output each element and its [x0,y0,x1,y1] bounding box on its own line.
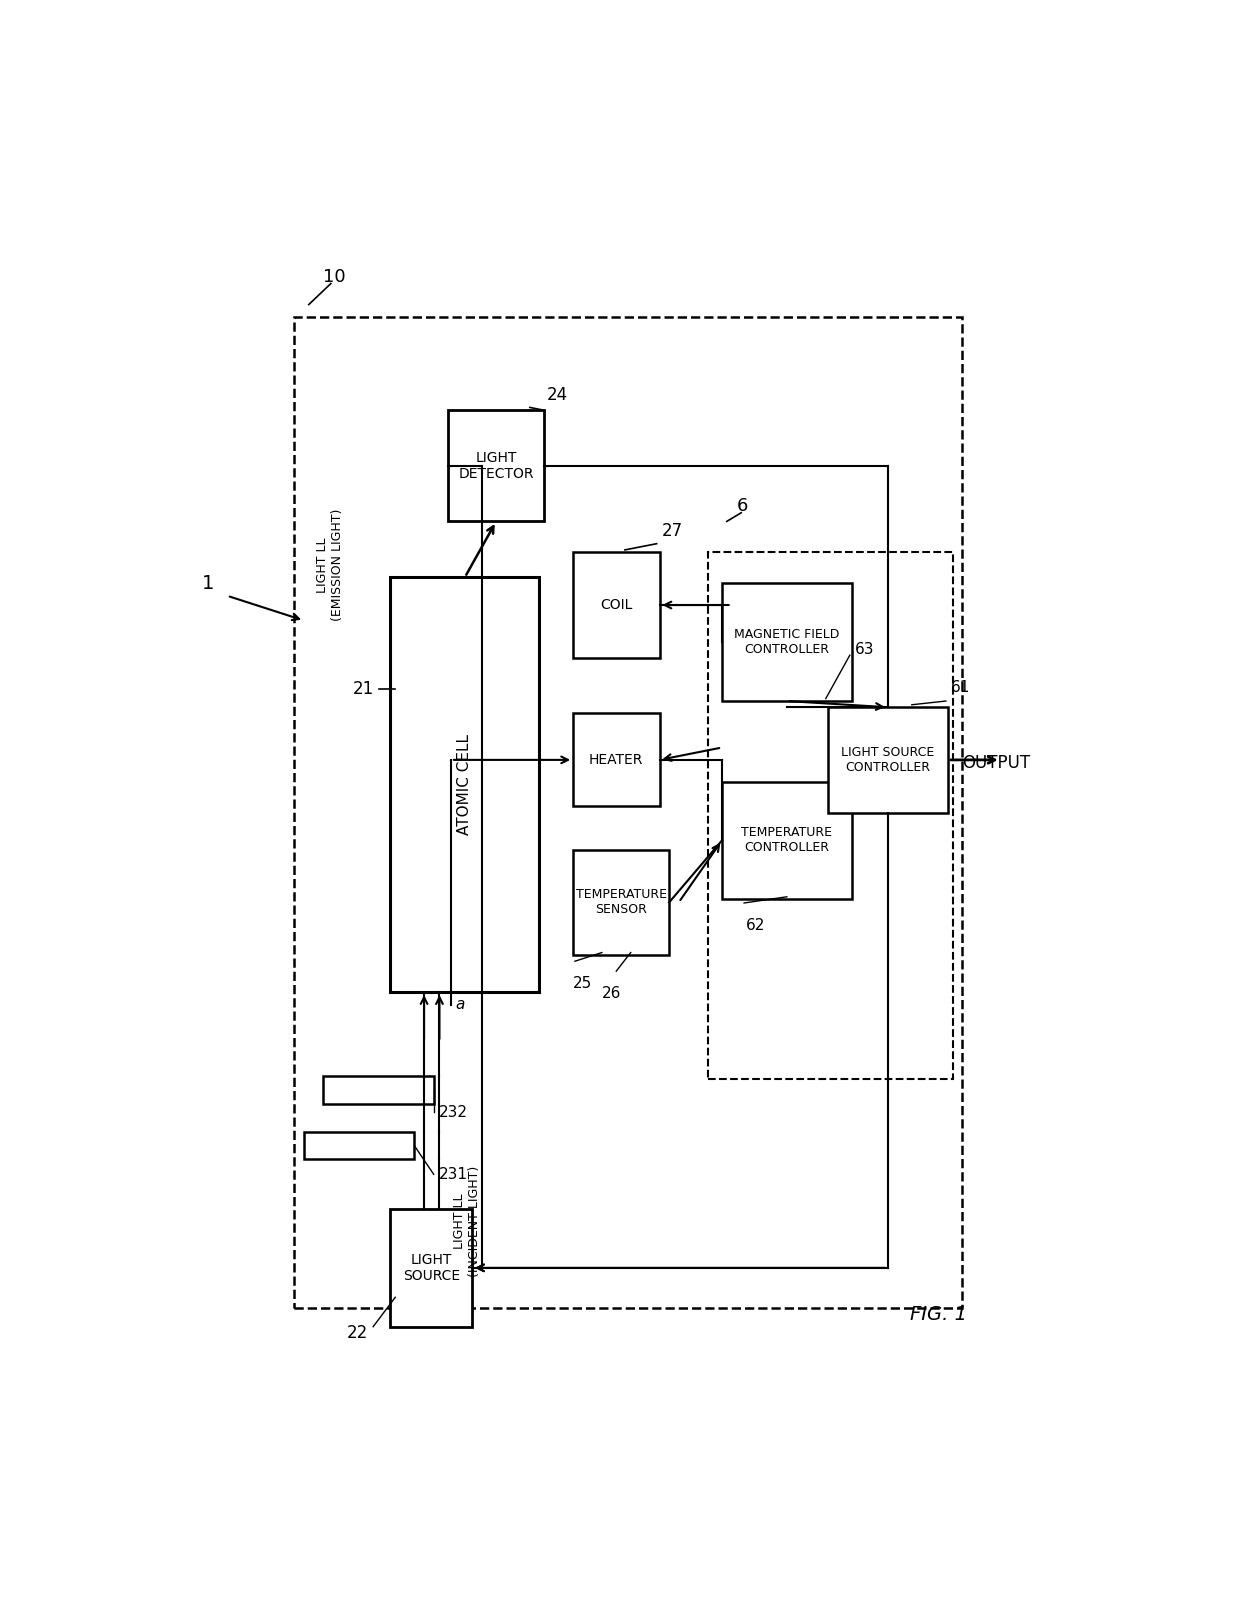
Text: 6: 6 [737,497,748,515]
Text: 24: 24 [547,386,568,404]
Text: 63: 63 [854,642,874,656]
Text: 62: 62 [746,917,765,933]
Bar [722,782,852,899]
Text: 27: 27 [661,521,682,541]
Bar [573,850,670,956]
Text: 25: 25 [573,977,593,991]
Bar [828,708,947,813]
Bar [573,713,660,806]
Text: 61: 61 [951,681,970,695]
Text: COIL: COIL [600,599,632,611]
Text: LIGHT LL
(INCIDENT LIGHT): LIGHT LL (INCIDENT LIGHT) [453,1167,481,1278]
Bar [304,1133,414,1160]
Text: 26: 26 [601,986,621,1001]
Bar [294,317,962,1308]
Text: 21: 21 [353,679,374,698]
Bar [708,552,952,1080]
Text: TEMPERATURE
CONTROLLER: TEMPERATURE CONTROLLER [742,827,832,854]
Text: 231: 231 [439,1167,467,1183]
Bar [448,410,544,521]
Text: OUTPUT: OUTPUT [962,755,1030,772]
Text: LIGHT
SOURCE: LIGHT SOURCE [403,1253,460,1282]
Text: LIGHT SOURCE
CONTROLLER: LIGHT SOURCE CONTROLLER [841,747,935,774]
Bar [391,1208,472,1327]
Text: 10: 10 [324,269,346,286]
Text: TEMPERATURE
SENSOR: TEMPERATURE SENSOR [575,888,667,917]
Bar [324,1076,434,1104]
Text: HEATER: HEATER [589,753,644,767]
Text: 1: 1 [202,574,215,592]
Text: MAGNETIC FIELD
CONTROLLER: MAGNETIC FIELD CONTROLLER [734,628,839,656]
Text: FIG. 1: FIG. 1 [910,1305,967,1324]
Text: 22: 22 [347,1324,368,1342]
Text: 232: 232 [439,1105,467,1120]
Text: a: a [456,998,465,1012]
Text: LIGHT LL
(EMISSION LIGHT): LIGHT LL (EMISSION LIGHT) [316,508,345,621]
Text: ATOMIC CELL: ATOMIC CELL [458,734,472,835]
Text: LIGHT
DETECTOR: LIGHT DETECTOR [459,451,534,481]
Bar [391,578,539,993]
Bar [573,552,660,658]
Bar [722,584,852,702]
